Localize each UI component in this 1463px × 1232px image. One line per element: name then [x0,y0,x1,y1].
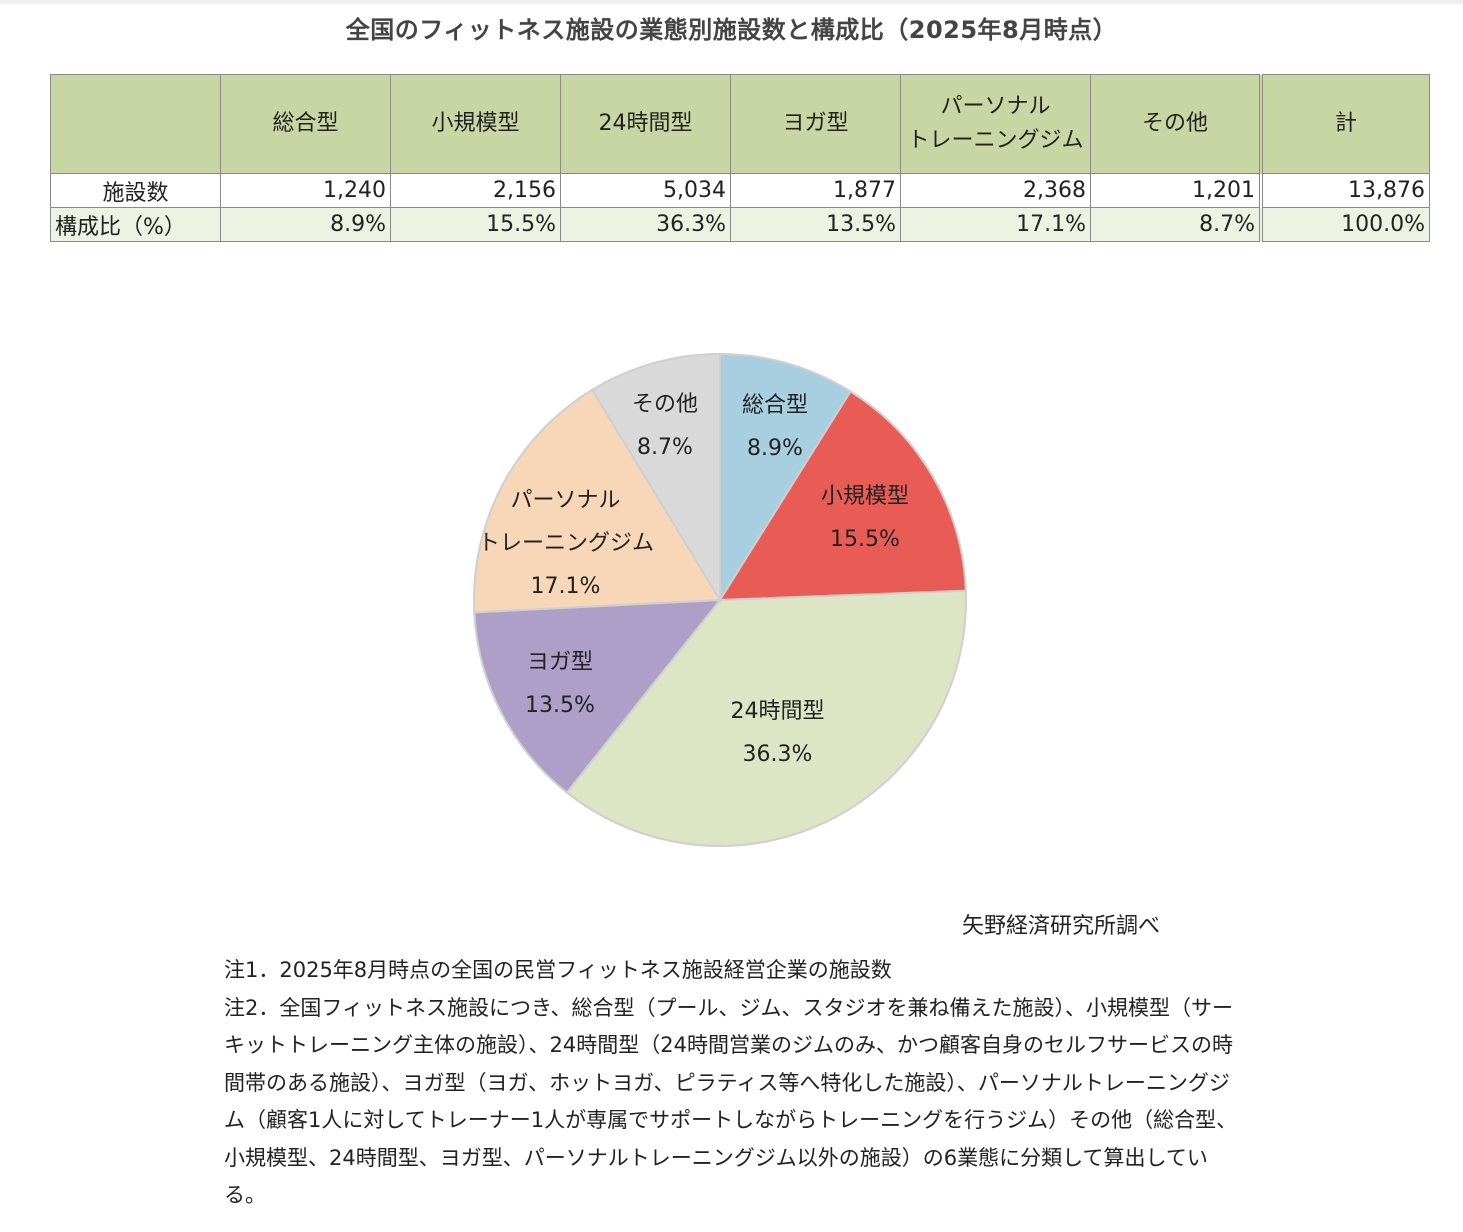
cell-total: 100.0% [1259,207,1430,242]
label-name: その他 [631,392,698,417]
cell: 8.9% [220,207,391,242]
pie-slice [565,589,967,847]
pie-label-24h: 24時間型 36.3% [705,690,850,776]
label-pct: 36.3% [742,742,813,767]
top-bar [0,0,1463,4]
row-label: 構成比（%） [50,207,221,242]
label-pct: 17.1% [530,574,601,599]
label-name: ヨガ型 [526,650,593,675]
notes: 注1．2025年8月時点の全国の民営フィットネス施設経営企業の施設数 注2．全国… [224,952,1244,1215]
table-header-row: 総合型 小規模型 24時間型 ヨガ型 パーソナル トレーニングジム その他 計 [50,74,1430,174]
cell: 15.5% [390,207,561,242]
header-yoga: ヨガ型 [730,74,901,174]
cell: 1,201 [1090,173,1262,208]
table-row: 施設数 1,240 2,156 5,034 1,877 2,368 1,201 … [50,173,1430,208]
cell: 2,156 [390,173,561,208]
header-other: その他 [1090,74,1262,174]
pie-chart [473,352,967,847]
label-pct: 13.5% [525,693,595,718]
header-empty [50,74,221,174]
label-pct: 8.9% [747,436,803,461]
note-1: 注1．2025年8月時点の全国の民営フィットネス施設経営企業の施設数 [224,958,892,982]
label-pct: 8.7% [637,435,693,460]
pie-slice [718,390,967,602]
pie-slice [590,352,721,604]
pie-slice [719,352,852,604]
facility-table: 総合型 小規模型 24時間型 ヨガ型 パーソナル トレーニングジム その他 計 … [50,74,1430,242]
pie-label-yoga: ヨガ型 13.5% [505,641,615,727]
header-general: 総合型 [220,74,391,174]
note-2: 注2．全国フィットネス施設につき、総合型（プール、ジム、スタジオを兼ね備えた施設… [224,995,1238,1208]
row-label: 施設数 [50,173,221,208]
label-name: 総合型 [741,393,808,418]
pie-label-general: 総合型 8.9% [720,384,830,470]
cell: 17.1% [900,207,1091,242]
cell: 1,240 [220,173,391,208]
cell-total: 13,876 [1259,173,1430,208]
label-name: 小規模型 [820,484,909,509]
pie-label-other: その他 8.7% [610,383,720,469]
cell: 5,034 [560,173,731,208]
cell: 8.7% [1090,207,1262,242]
header-personal: パーソナル トレーニングジム [900,74,1091,174]
label-name-line2: トレーニングジム [478,531,655,556]
label-name: 24時間型 [730,699,825,724]
header-total: 計 [1259,74,1430,174]
chart-title: 全国のフィットネス施設の業態別施設数と構成比（2025年8月時点） [345,16,1118,44]
pie-label-small: 小規模型 15.5% [795,475,935,561]
source-credit: 矢野経済研究所調べ [962,914,1161,939]
label-pct: 15.5% [830,527,900,552]
label-name-line1: パーソナル [510,488,621,513]
cell: 36.3% [560,207,731,242]
header-personal-line2: トレーニングジム [907,128,1084,153]
pie-slice [473,388,722,614]
pie-label-personal: パーソナル トレーニングジム 17.1% [478,479,655,608]
header-small: 小規模型 [390,74,561,174]
header-24h: 24時間型 [560,74,731,174]
cell: 1,877 [730,173,901,208]
header-personal-line1: パーソナル [940,94,1051,119]
table-row: 構成比（%） 8.9% 15.5% 36.3% 13.5% 17.1% 8.7%… [50,207,1430,242]
pie-slice [473,598,723,794]
cell: 13.5% [730,207,901,242]
cell: 2,368 [900,173,1091,208]
